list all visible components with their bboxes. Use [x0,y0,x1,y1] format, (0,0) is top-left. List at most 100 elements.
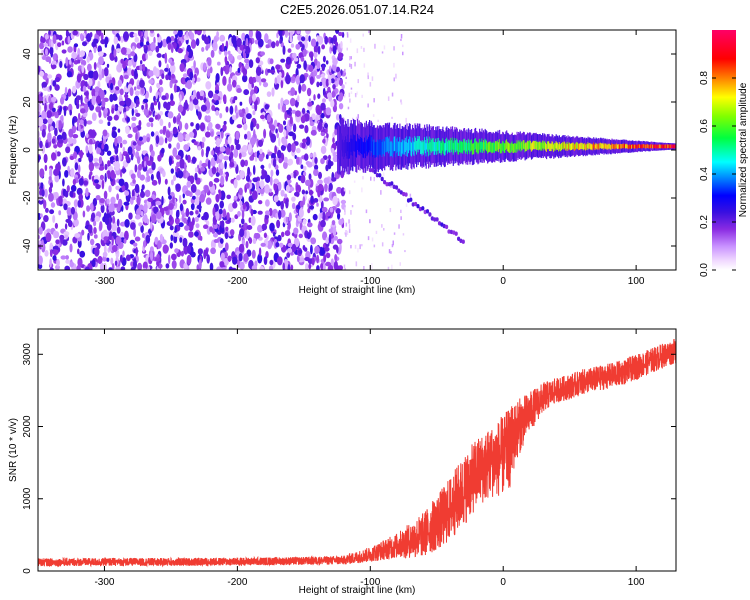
heatmap-cell [156,211,162,220]
heatmap-cell [77,248,80,255]
heatmap-cell [188,30,193,40]
heatmap-cell [40,182,44,189]
heatmap-cell [399,262,401,266]
heatmap-cell [192,98,199,106]
heatmap-cell [357,133,359,150]
heatmap-cell [67,165,70,173]
heatmap-cell [633,144,635,149]
heatmap-cell [404,137,406,152]
heatmap-cell [213,177,220,183]
heatmap-cell [60,235,64,244]
heatmap-cell [445,139,447,152]
heatmap-cell [373,139,375,155]
heatmap-cell [290,264,294,270]
heatmap-cell [275,169,280,176]
heatmap-cell [184,133,190,141]
heatmap-cell [130,173,136,180]
heatmap-cell [225,147,230,155]
heatmap-cell [104,163,108,171]
heatmap-cell [341,84,345,90]
heatmap-cell [436,142,438,155]
heatmap-cell [215,73,220,83]
heatmap-cell [323,177,330,184]
heatmap-cell [194,189,201,196]
heatmap-cell [269,124,276,131]
heatmap-cell [65,255,69,260]
heatmap-cell [125,48,132,55]
heatmap-cell [52,215,56,223]
heatmap-cell [634,144,636,149]
heatmap-cell [280,189,285,197]
heatmap-cell [200,166,206,172]
heatmap-cell [343,264,346,269]
heatmap-cell [53,245,59,251]
heatmap-cell [49,249,53,258]
heatmap-cell [373,169,377,175]
heatmap-cell [173,42,177,50]
heatmap-cell [287,248,293,253]
heatmap-cell [242,202,246,210]
heatmap-cell [107,170,111,180]
heatmap-cell [94,247,100,257]
heatmap-cell [263,232,267,239]
heatmap-cell [477,143,479,155]
heatmap-cell [438,137,440,151]
heatmap-cell [295,147,301,154]
heatmap-cell [462,142,464,154]
heatmap-cell [146,41,150,46]
heatmap-cell [44,250,49,257]
heatmap-cell [653,144,655,149]
heatmap-cell [332,151,337,158]
heatmap-cell [608,143,610,149]
heatmap-cell [455,140,457,153]
heatmap-cell [404,250,406,253]
heatmap-cell [175,155,182,160]
heatmap-cell [85,145,89,154]
heatmap-cell [530,141,532,150]
heatmap-cell [41,49,44,57]
heatmap-cell [81,64,85,74]
heatmap-cell [119,254,123,263]
heatmap-cell [197,111,202,120]
heatmap-cell [251,82,254,89]
heatmap-cell [321,44,325,50]
heatmap-cell [57,42,62,48]
heatmap-cell [141,104,145,110]
heatmap-cell [111,223,117,232]
heatmap-cell [291,109,297,114]
heatmap-cell [100,204,105,214]
heatmap-cell [335,113,340,121]
heatmap-cell [252,177,259,183]
heatmap-cell [155,45,160,53]
colorbar-tick-label: 0.8 [699,71,710,85]
heatmap-cell [122,139,128,145]
heatmap-cell [508,143,510,153]
heatmap-cell [295,110,301,117]
heatmap-cell [157,154,162,162]
heatmap-cell [202,136,206,143]
y-tick-label: 20 [22,96,33,108]
heatmap-cell [355,140,357,157]
heatmap-cell [177,132,184,143]
heatmap-cell [159,129,164,134]
heatmap-cell [227,255,232,262]
heatmap-cell [143,267,147,270]
heatmap-cell [294,57,299,62]
heatmap-cell [412,140,414,155]
heatmap-cell [232,201,238,209]
heatmap-cell [47,132,52,143]
heatmap-cell [535,140,537,149]
heatmap-cell [43,43,49,47]
heatmap-cell [269,188,272,193]
heatmap-cell [241,218,245,225]
heatmap-cell [301,36,306,42]
heatmap-cell [453,140,455,153]
heatmap-cell [104,216,110,226]
heatmap-cell [289,116,293,125]
heatmap-cell [169,242,173,249]
heatmap-cell [289,97,296,107]
heatmap-cell [278,30,283,37]
heatmap-cell [199,122,206,132]
heatmap-cell [400,38,402,41]
heatmap-cell [90,212,96,222]
